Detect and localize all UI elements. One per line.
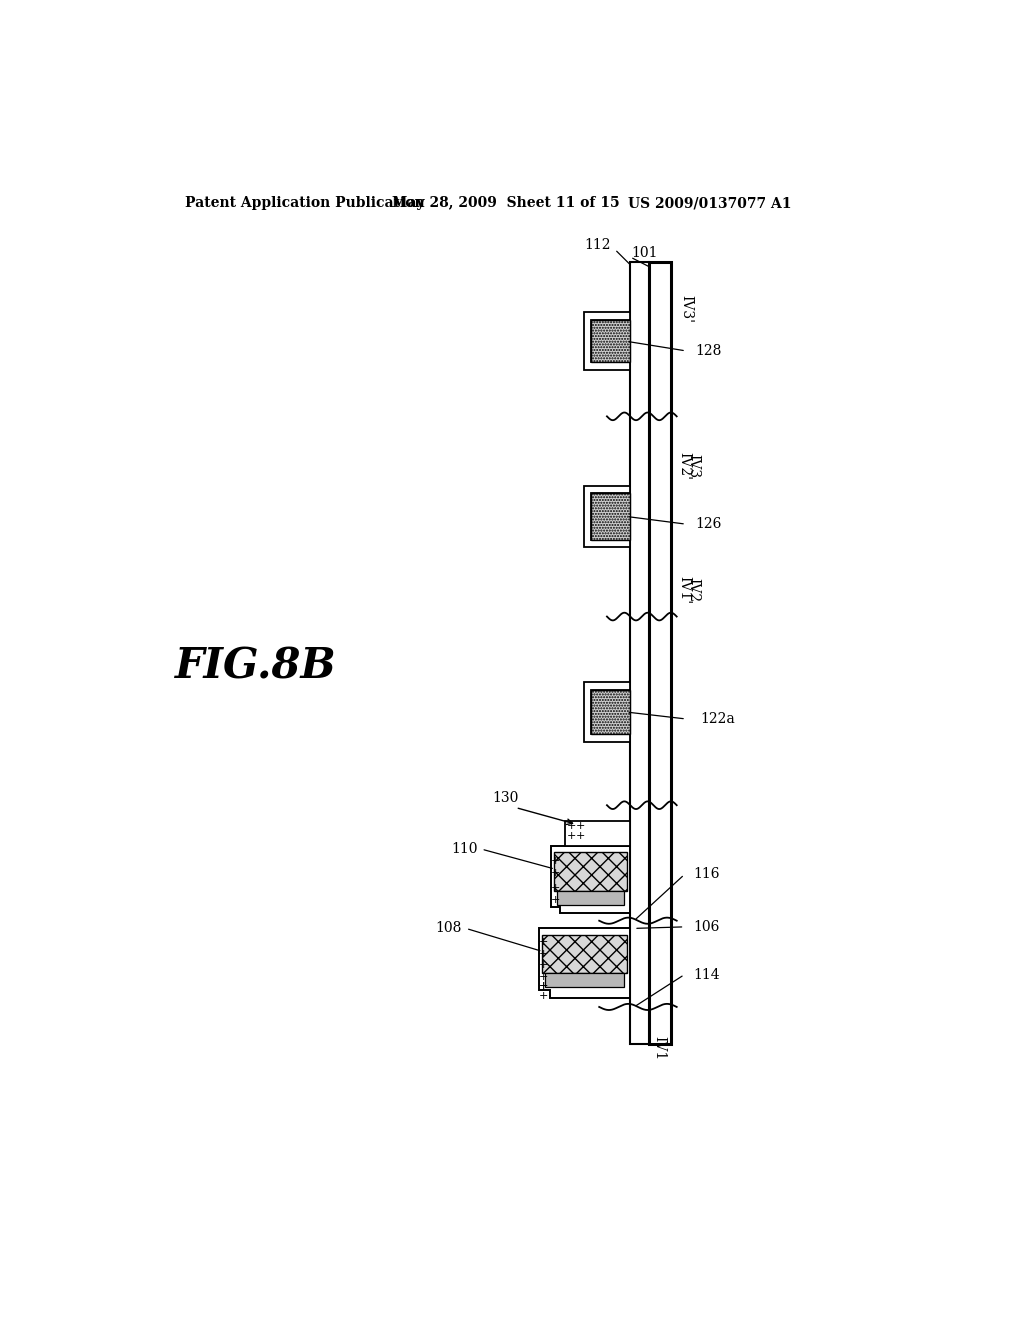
- Text: +: +: [575, 821, 586, 832]
- Text: +: +: [539, 972, 548, 982]
- Bar: [630, 263, 649, 1044]
- Text: 106: 106: [693, 920, 720, 933]
- Text: 108: 108: [435, 921, 462, 936]
- Bar: [592, 689, 630, 734]
- Text: +: +: [551, 883, 560, 894]
- Text: +: +: [551, 895, 560, 906]
- Text: 116: 116: [693, 867, 720, 882]
- Text: +: +: [539, 961, 548, 970]
- Text: 128: 128: [695, 345, 722, 358]
- Text: +: +: [566, 821, 575, 832]
- Text: US 2009/0137077 A1: US 2009/0137077 A1: [628, 197, 792, 210]
- Polygon shape: [539, 928, 630, 998]
- Text: +: +: [539, 981, 548, 991]
- Text: FIG.8B: FIG.8B: [175, 645, 337, 688]
- Bar: [554, 853, 627, 891]
- Bar: [649, 263, 671, 1044]
- Text: IV3: IV3: [687, 454, 700, 478]
- Text: Patent Application Publication: Patent Application Publication: [184, 197, 424, 210]
- Bar: [557, 891, 624, 904]
- Text: +: +: [539, 991, 548, 1001]
- Polygon shape: [584, 486, 630, 548]
- Text: 130: 130: [493, 791, 518, 805]
- Text: +: +: [566, 832, 575, 841]
- Text: IV1': IV1': [678, 576, 691, 603]
- Text: IV3': IV3': [679, 294, 693, 322]
- Text: IV2: IV2: [687, 578, 700, 602]
- Polygon shape: [551, 846, 630, 913]
- Polygon shape: [584, 313, 630, 370]
- Text: 110: 110: [451, 842, 477, 857]
- Text: +: +: [539, 981, 548, 991]
- Text: 101: 101: [632, 246, 658, 260]
- Text: +: +: [551, 857, 560, 866]
- Bar: [545, 973, 624, 987]
- Text: +: +: [551, 869, 560, 878]
- Text: +: +: [539, 937, 548, 948]
- Text: 112: 112: [585, 239, 611, 252]
- Bar: [565, 821, 630, 846]
- Bar: [592, 321, 630, 363]
- Polygon shape: [584, 682, 630, 742]
- Bar: [592, 494, 630, 540]
- Text: +: +: [539, 949, 548, 958]
- Text: May 28, 2009  Sheet 11 of 15: May 28, 2009 Sheet 11 of 15: [391, 197, 620, 210]
- Text: 122a: 122a: [700, 711, 734, 726]
- Text: IV1: IV1: [652, 1036, 667, 1060]
- Bar: [542, 935, 627, 973]
- Text: 126: 126: [695, 517, 722, 531]
- Text: IV2': IV2': [678, 453, 691, 480]
- Text: +: +: [575, 832, 586, 841]
- Text: 114: 114: [693, 968, 720, 982]
